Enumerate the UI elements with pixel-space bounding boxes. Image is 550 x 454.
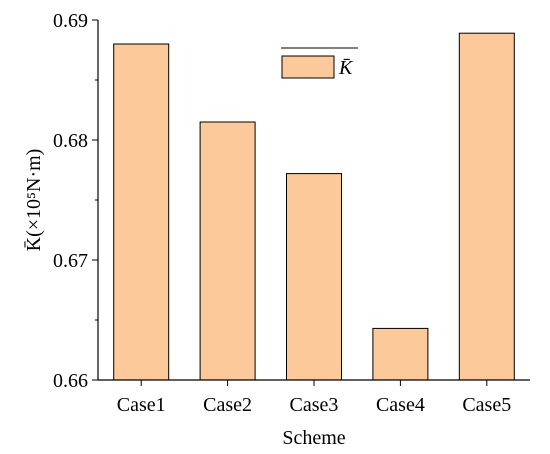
x-tick-label: Case2 [203, 394, 252, 416]
y-tick-label: 0.69 [53, 10, 88, 32]
bars-group [113, 32, 515, 381]
legend-swatch [281, 55, 335, 79]
legend: K̄ [281, 47, 358, 79]
y-tick-label: 0.68 [53, 130, 88, 152]
bar-case3 [286, 173, 342, 381]
x-tick-label: Case4 [376, 394, 425, 416]
x-tick-label: Case5 [462, 394, 511, 416]
legend-label: K̄ [338, 57, 354, 79]
x-tick-label: Case3 [290, 394, 339, 416]
y-tick-label: 0.67 [53, 250, 88, 272]
bar-case1 [113, 43, 170, 381]
bar-case5 [458, 32, 515, 381]
bar-case4 [372, 327, 429, 381]
y-axis-label: K̄(×10⁵N·m) [23, 149, 45, 252]
x-axis-label: Scheme [282, 427, 345, 449]
x-tick-label: Case1 [117, 394, 166, 416]
bar-case2 [199, 121, 256, 381]
x-ticks-group: Case1 Case2 Case3 Case4 Case5 [117, 380, 511, 416]
y-tick-label: 0.66 [53, 370, 88, 392]
y-ticks-group: 0.66 0.67 0.68 0.69 [53, 10, 98, 392]
